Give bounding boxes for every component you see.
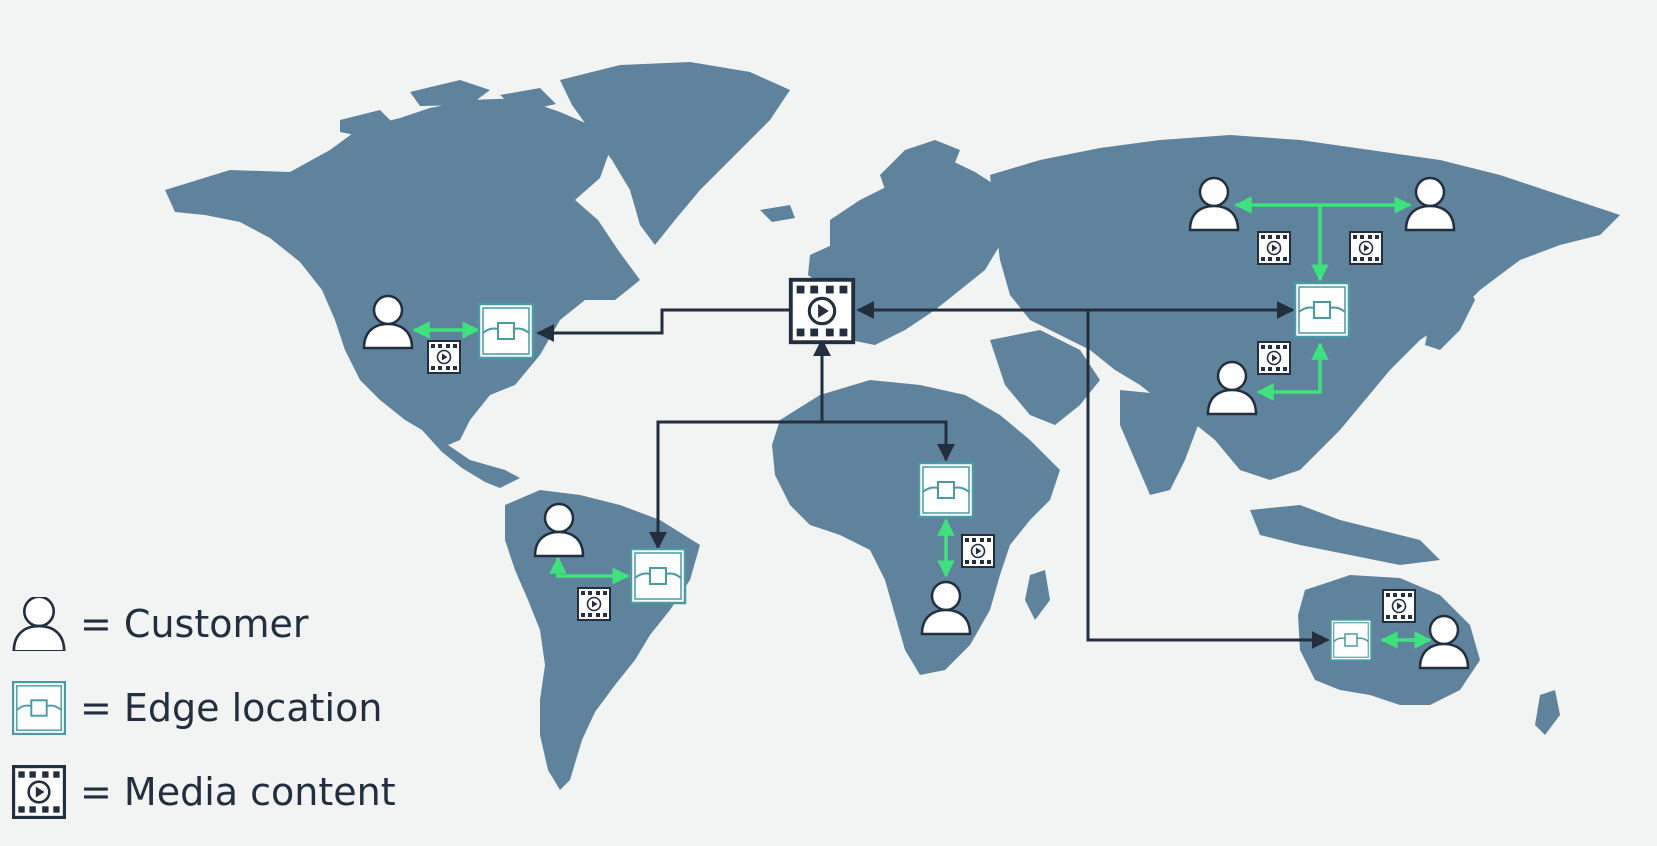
edge-location-icon — [1329, 618, 1373, 662]
film-play-icon — [1382, 589, 1416, 623]
middle-east — [990, 330, 1100, 425]
india — [1120, 390, 1200, 495]
edge-location-icon — [477, 302, 535, 360]
link-to-africa — [822, 420, 955, 462]
europe — [810, 160, 1010, 345]
legend-label: = Customer — [80, 602, 309, 646]
film-play-icon — [961, 534, 995, 568]
film-play-icon — [1257, 341, 1291, 375]
link-to-south-america — [649, 338, 831, 550]
sa-customer-link — [549, 556, 630, 585]
edge-location-icon — [1293, 281, 1351, 339]
scandinavia — [880, 140, 960, 205]
legend-item-media-content: = Media content — [12, 765, 396, 819]
legend-label: = Media content — [80, 770, 396, 814]
southeast-asia-islands — [1250, 505, 1440, 565]
south-america — [505, 490, 700, 790]
new-zealand — [1535, 690, 1560, 735]
legend-label: = Edge location — [80, 686, 383, 730]
film-play-icon — [12, 765, 66, 819]
link-to-australia — [1086, 310, 1330, 649]
origin-media-content-icon — [788, 277, 856, 345]
japan — [1425, 280, 1475, 350]
link-to-north-america — [536, 308, 790, 342]
backbone-connections — [536, 301, 1330, 649]
arctic-islands — [340, 80, 556, 140]
film-play-icon — [577, 587, 611, 621]
legend-item-customer: = Customer — [12, 597, 396, 651]
edge-location-icon — [12, 681, 66, 735]
greenland — [560, 62, 790, 245]
uk — [808, 245, 838, 285]
person-icon — [12, 597, 66, 651]
madagascar — [1025, 570, 1050, 620]
film-play-icon — [1257, 231, 1291, 265]
legend-item-edge-location: = Edge location — [12, 681, 396, 735]
africa — [772, 380, 1060, 675]
film-play-icon — [1349, 231, 1383, 265]
asia-bottom-customer-link — [1256, 342, 1329, 401]
edge-location-icon — [917, 461, 975, 519]
legend: = Customer = Edge location = Media conte… — [12, 597, 396, 819]
north-america — [165, 98, 640, 488]
iceland — [760, 205, 795, 222]
edge-location-icon — [629, 547, 687, 605]
customer-connections — [412, 196, 1432, 649]
film-play-icon — [427, 340, 461, 374]
